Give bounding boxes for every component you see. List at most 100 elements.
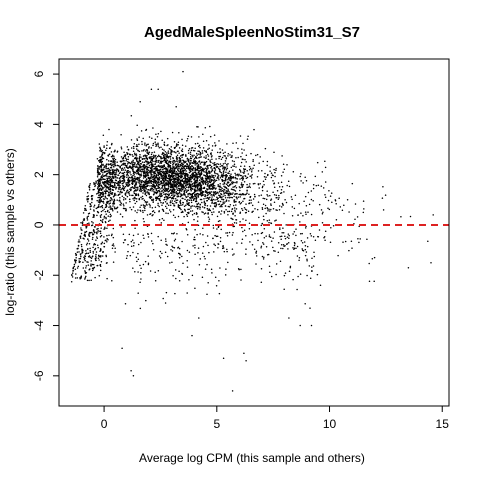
data-point — [225, 157, 228, 160]
data-point — [130, 187, 132, 189]
data-point — [162, 173, 165, 175]
data-point — [256, 208, 259, 211]
data-point — [222, 195, 224, 198]
data-point — [305, 205, 308, 207]
data-point — [229, 174, 231, 177]
data-point — [253, 164, 255, 167]
data-point — [126, 190, 128, 193]
data-point — [280, 238, 282, 240]
data-point — [107, 170, 109, 172]
data-point — [96, 157, 99, 160]
data-point — [407, 266, 410, 269]
data-point — [233, 165, 235, 167]
data-point — [140, 173, 143, 175]
data-point — [257, 239, 259, 242]
data-point — [167, 204, 170, 206]
data-point — [161, 187, 163, 189]
data-point — [178, 257, 181, 259]
data-point — [219, 267, 221, 269]
data-point — [91, 238, 94, 241]
data-point — [164, 200, 167, 203]
data-point — [210, 180, 212, 183]
data-point — [183, 193, 186, 196]
data-point — [116, 150, 119, 152]
data-point — [233, 195, 235, 198]
data-point — [228, 210, 231, 213]
data-point — [239, 193, 242, 196]
data-point — [232, 186, 234, 188]
data-point — [273, 193, 276, 196]
data-point — [242, 200, 244, 203]
data-point — [196, 183, 198, 185]
data-point — [140, 278, 142, 280]
data-point — [91, 201, 93, 204]
data-point — [261, 255, 264, 258]
data-point — [157, 204, 159, 207]
data-point — [132, 145, 135, 148]
data-point — [330, 227, 332, 229]
data-point — [167, 183, 169, 185]
data-point — [141, 189, 143, 192]
data-point — [139, 210, 142, 212]
data-point — [86, 242, 89, 244]
data-point — [287, 180, 290, 183]
data-point — [153, 168, 155, 170]
data-point — [194, 200, 197, 203]
data-point — [158, 255, 161, 257]
data-point — [218, 194, 220, 197]
data-point — [171, 151, 173, 153]
data-point — [245, 253, 247, 255]
data-point — [127, 250, 129, 253]
data-point — [161, 217, 164, 220]
data-point — [111, 193, 113, 195]
data-point — [248, 227, 251, 230]
data-point — [266, 160, 269, 163]
data-point — [157, 143, 159, 146]
data-point — [184, 173, 186, 175]
data-point — [251, 174, 253, 176]
data-point — [262, 241, 264, 244]
data-point — [210, 171, 213, 173]
data-point — [320, 209, 323, 211]
data-point — [243, 229, 246, 232]
data-point — [108, 211, 110, 213]
data-point — [209, 125, 211, 128]
data-point — [214, 142, 216, 144]
data-point — [74, 268, 77, 271]
data-point — [348, 249, 350, 252]
data-point — [164, 153, 167, 156]
data-point — [176, 199, 179, 201]
data-point — [111, 185, 113, 187]
data-point — [141, 143, 143, 146]
data-point — [234, 174, 237, 176]
data-point — [204, 167, 207, 170]
data-point — [109, 202, 112, 204]
data-point — [159, 256, 162, 259]
data-point — [284, 237, 287, 240]
data-point — [215, 179, 218, 182]
data-point — [170, 170, 172, 173]
data-point — [137, 149, 139, 152]
data-point — [100, 160, 102, 163]
data-point — [186, 292, 188, 294]
data-point — [160, 201, 162, 204]
data-point — [174, 161, 176, 163]
data-point — [197, 196, 200, 198]
data-point — [278, 205, 281, 207]
data-point — [110, 215, 112, 217]
data-point — [78, 241, 81, 243]
data-point — [173, 141, 176, 143]
data-point — [217, 167, 220, 170]
data-point — [300, 172, 302, 175]
data-point — [283, 191, 285, 193]
data-point — [79, 236, 81, 238]
data-point — [194, 228, 196, 231]
data-point — [327, 207, 329, 210]
data-point — [174, 164, 177, 166]
data-point — [373, 256, 376, 259]
data-point — [277, 251, 280, 253]
data-point — [191, 194, 194, 196]
data-point — [220, 186, 222, 189]
data-point — [193, 218, 195, 221]
data-point — [152, 144, 154, 147]
